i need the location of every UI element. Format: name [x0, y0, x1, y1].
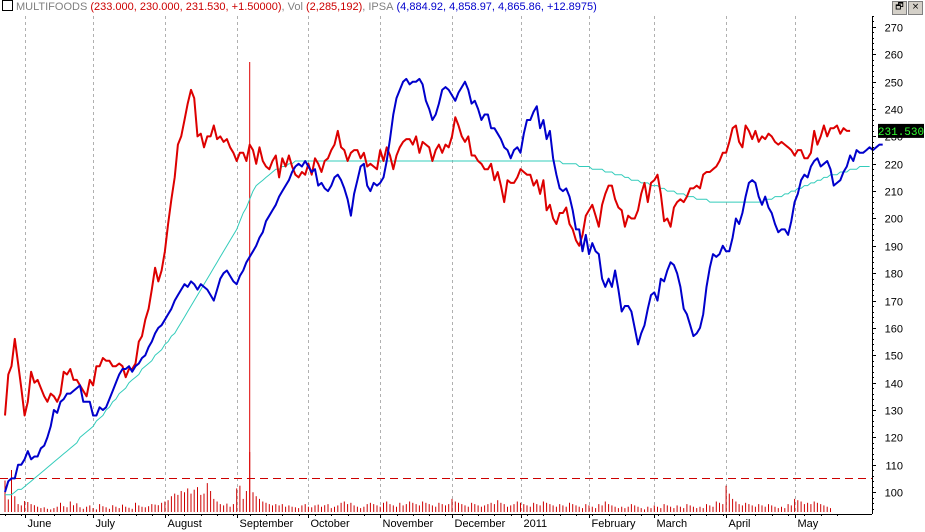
price-tick-label: 180 — [885, 269, 903, 281]
symbol1-name: MULTIFOODS — [16, 1, 88, 13]
grid-layer — [25, 16, 796, 514]
axis-layer: 100 110 120 130 140 150 160 170 180 190 200 210 220 2… — [0, 16, 903, 530]
price-tick-label: 110 — [885, 461, 903, 473]
price-tick-label: 140 — [885, 379, 903, 391]
last-price-label: 231.530 — [878, 127, 924, 139]
price-tick-label: 120 — [885, 433, 903, 445]
date-tick-label: December — [455, 518, 506, 530]
price-tick-label: 220 — [885, 160, 903, 172]
restore-icon: 🗗 — [895, 2, 904, 12]
price-tick-label: 240 — [885, 105, 903, 117]
ipsa-line — [4, 77, 883, 493]
date-tick-label: May — [798, 518, 819, 530]
date-tick-label: March — [657, 518, 688, 530]
date-tick-label: July — [96, 518, 116, 530]
price-tick-label: 150 — [885, 351, 903, 363]
date-tick-label: October — [311, 518, 350, 530]
multifoods-line — [4, 88, 851, 417]
volume-values: (2,285,192) — [305, 1, 363, 13]
price-tick-label: 270 — [885, 23, 903, 35]
price-tick-label: 160 — [885, 324, 903, 336]
date-tick-label: November — [383, 518, 434, 530]
header-sep-2: , — [362, 1, 366, 13]
price-tick-label: 190 — [885, 242, 903, 254]
volume-name: Vol — [287, 1, 303, 13]
volume-layer — [4, 62, 831, 512]
date-tick-label: September — [240, 518, 294, 530]
price-tick-label: 200 — [885, 214, 903, 226]
date-tick-label: February — [592, 518, 637, 530]
date-tick-label: August — [168, 518, 202, 530]
date-tick-label: April — [729, 518, 751, 530]
price-tick-label: 250 — [885, 78, 903, 90]
moving-average-line — [5, 160, 870, 496]
price-tick-label: 130 — [885, 406, 903, 418]
price-tick-label: 170 — [885, 297, 903, 309]
last-price-flag — [878, 123, 924, 138]
date-tick-label: 2011 — [524, 518, 548, 530]
symbol2-values: (4,884.92, 4,858.97, 4,865.86, +12.8975) — [396, 1, 597, 13]
series-layer — [4, 77, 883, 496]
label-layer: 231.530 — [878, 123, 924, 139]
close-window-button[interactable]: × — [908, 1, 923, 15]
price-tick-label: 100 — [885, 488, 903, 500]
close-icon: × — [911, 2, 920, 12]
price-tick-label: 260 — [885, 50, 903, 62]
symbol1-values: (233.000, 230.000, 231.530, +1.50000) — [90, 1, 282, 13]
header-sep-1: , — [281, 1, 285, 13]
restore-window-button[interactable]: 🗗 — [892, 1, 907, 15]
price-tick-label: 210 — [885, 187, 903, 199]
date-tick-label: June — [28, 518, 52, 530]
symbol2-name: IPSA — [368, 1, 394, 13]
chart-header: MULTIFOODS (233.000, 230.000, 231.530, +… — [2, 0, 597, 16]
header-checkbox[interactable] — [2, 0, 13, 11]
